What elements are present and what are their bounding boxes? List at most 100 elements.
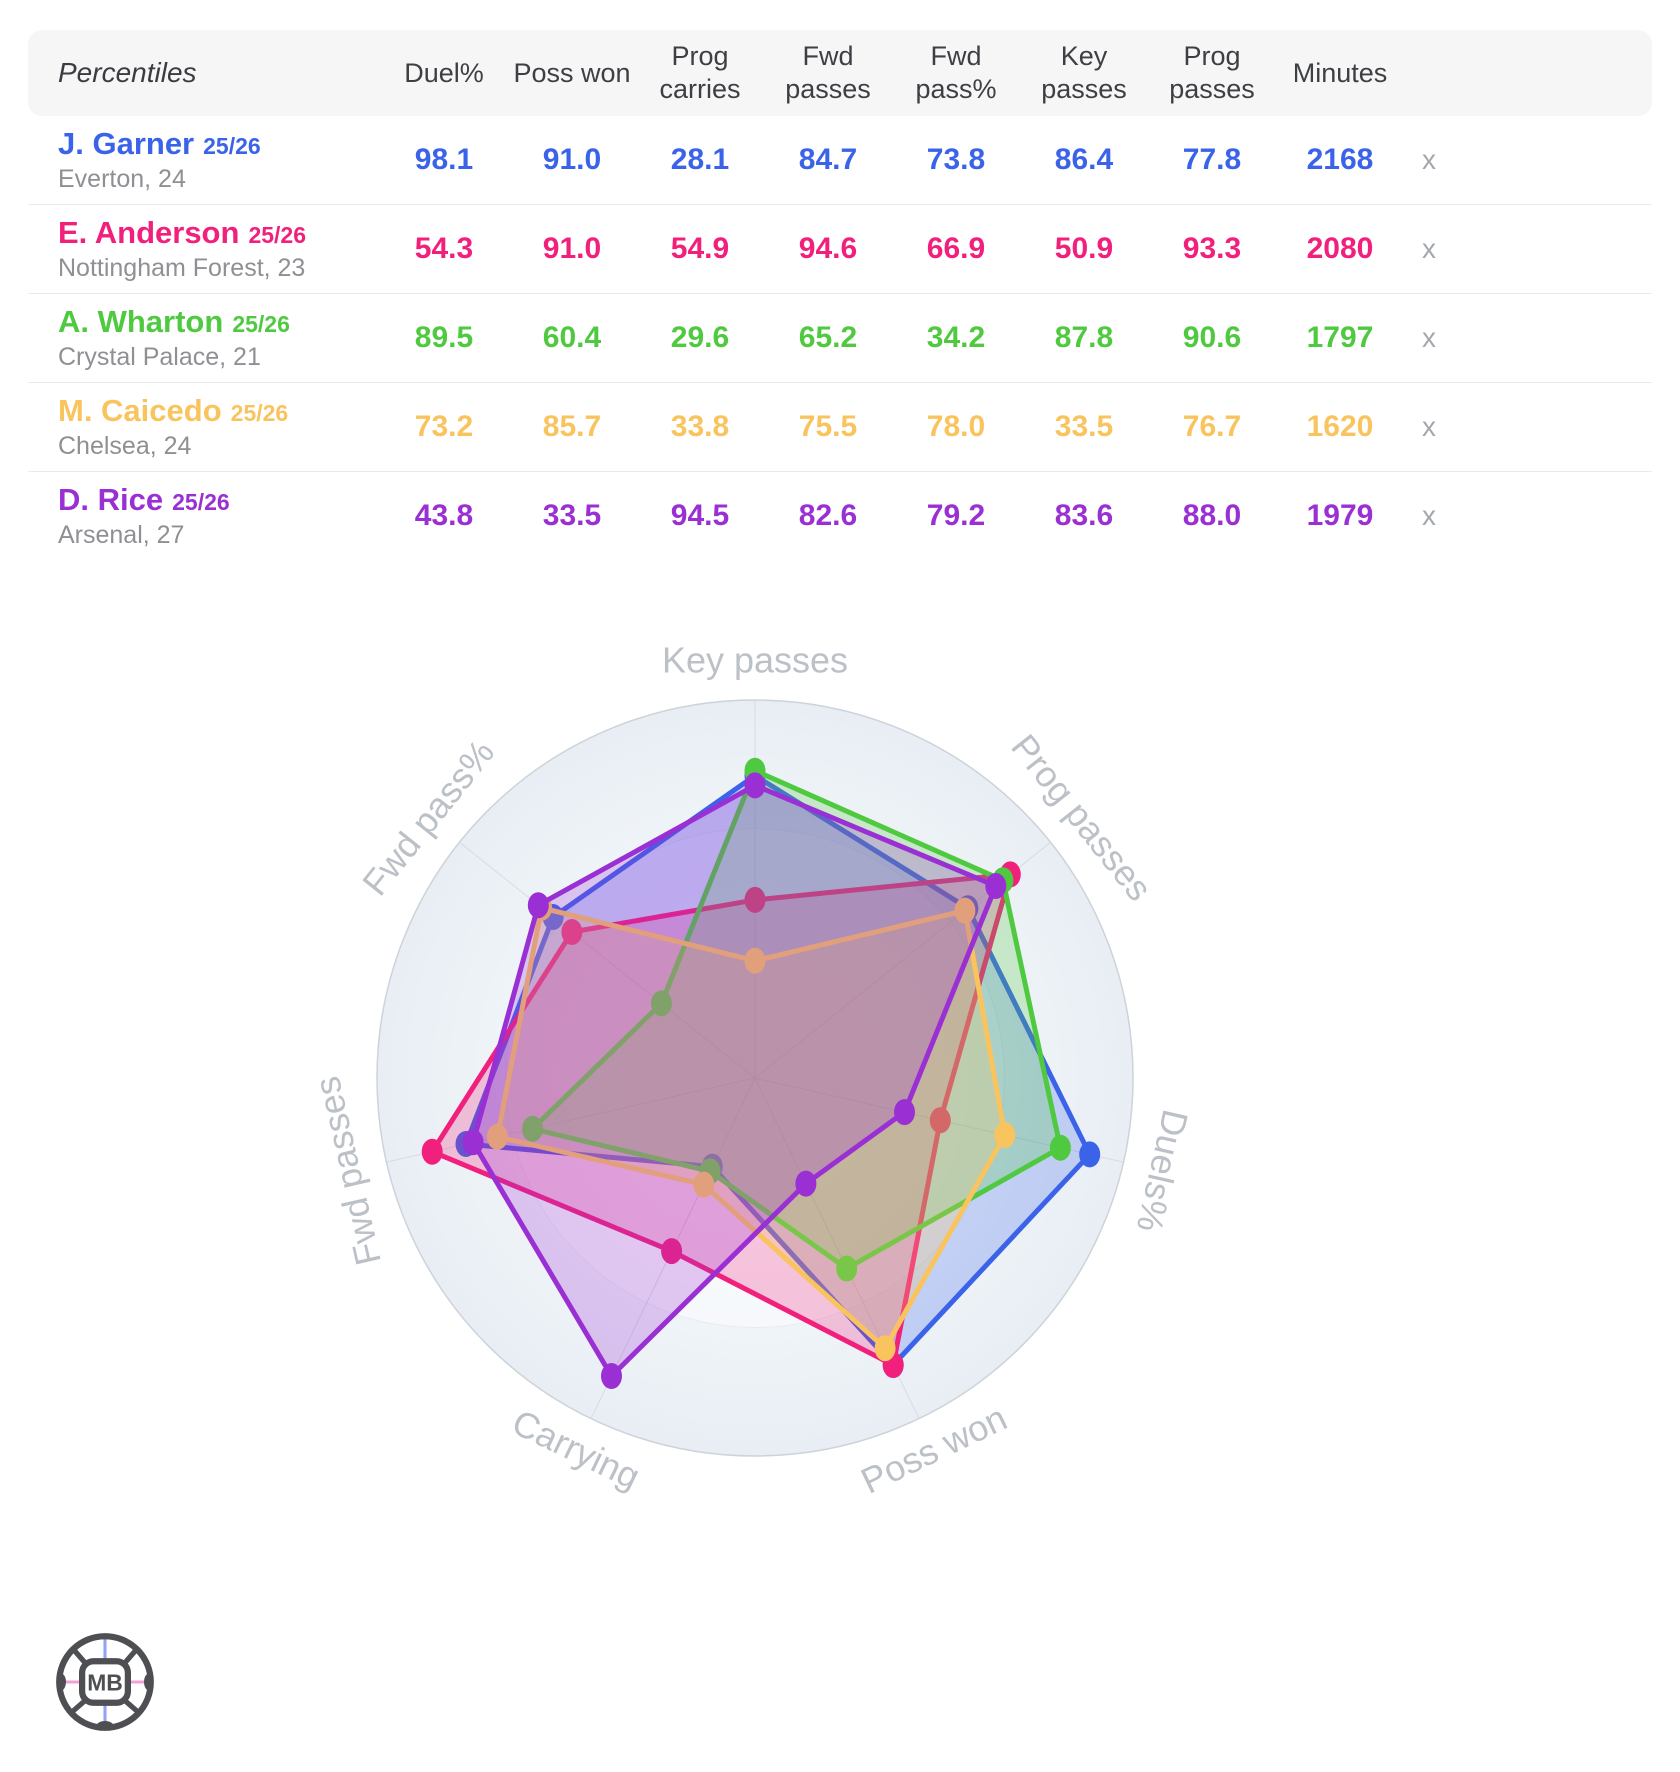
minutes-value: 1979 <box>1306 499 1374 532</box>
radar-point[interactable] <box>744 772 766 799</box>
player-season: 25/26 <box>232 311 290 338</box>
stat-value: 76.7 <box>1182 410 1242 443</box>
player-name[interactable]: A. Wharton <box>58 304 224 340</box>
player-cell: M. Caicedo 25/26 Chelsea, 24 <box>28 393 380 460</box>
stat-value: 73.8 <box>926 143 986 176</box>
stat-value: 33.8 <box>670 410 730 443</box>
player-team-age: Everton, 24 <box>58 164 186 193</box>
radar-spoke <box>386 1077 756 1163</box>
player-team-age: Nottingham Forest, 23 <box>58 253 306 282</box>
player-season: 25/26 <box>230 400 289 427</box>
player-season: 25/26 <box>172 489 230 516</box>
radar-chart: Key passes Prog passes Duels% Poss won Carry… <box>0 600 1680 1660</box>
radar-point[interactable] <box>1049 1134 1071 1161</box>
remove-player-button[interactable]: x <box>1422 411 1436 442</box>
stat-value: 91.0 <box>542 232 602 265</box>
stat-value: 54.3 <box>414 232 474 265</box>
radar-point[interactable] <box>744 947 766 974</box>
remove-player-button[interactable]: x <box>1422 322 1436 353</box>
player-team-age: Chelsea, 24 <box>58 431 192 460</box>
player-name[interactable]: E. Anderson <box>58 215 240 251</box>
radar-axis-label: Duels% <box>1129 1106 1197 1236</box>
stat-value: 85.7 <box>542 410 602 443</box>
column-header-poss-won[interactable]: Poss won <box>513 57 631 88</box>
table-row: E. Anderson 25/26 Nottingham Forest, 23 5… <box>28 204 1652 293</box>
radar-polygon <box>470 782 999 1379</box>
radar-point[interactable] <box>601 1363 622 1389</box>
radar-point[interactable] <box>462 1129 484 1156</box>
radar-point[interactable] <box>836 1255 858 1282</box>
stat-value: 93.3 <box>1182 232 1242 265</box>
player-name[interactable]: M. Caicedo <box>58 393 222 429</box>
column-header-duel-pct[interactable]: Duel% <box>404 57 484 88</box>
radar-spoke <box>459 841 756 1079</box>
stat-value: 94.5 <box>670 499 730 532</box>
column-header-fwd-pass-pct[interactable]: Fwd pass% <box>915 41 997 104</box>
radar-point[interactable] <box>650 990 672 1017</box>
stat-value: 29.6 <box>670 321 730 354</box>
logo-text: MB <box>87 1669 123 1695</box>
radar-point[interactable] <box>874 1335 896 1362</box>
percentiles-header-label: Percentiles <box>58 56 197 88</box>
radar-point[interactable] <box>994 1122 1016 1148</box>
radar-point[interactable] <box>744 886 766 913</box>
remove-player-button[interactable]: x <box>1422 500 1436 531</box>
stat-value: 60.4 <box>542 321 602 354</box>
logo-badge <box>79 1658 131 1706</box>
stat-value: 79.2 <box>926 499 986 532</box>
stat-value: 94.6 <box>798 232 858 265</box>
player-season: 25/26 <box>248 222 306 249</box>
stat-value: 73.2 <box>414 410 474 443</box>
mb-logo: MB <box>56 1633 154 1731</box>
player-cell: D. Rice 25/26 Arsenal, 27 <box>28 482 380 549</box>
column-header-prog-carries[interactable]: Prog carries <box>659 41 741 104</box>
player-team-age: Crystal Palace, 21 <box>58 342 261 371</box>
stat-value: 34.2 <box>926 321 986 354</box>
radar-axis-label: Key passes <box>662 640 848 681</box>
radar-polygon <box>429 871 1013 1368</box>
player-cell: E. Anderson 25/26 Nottingham Forest, 23 <box>28 215 380 282</box>
radar-point[interactable] <box>522 1115 543 1142</box>
remove-player-button[interactable]: x <box>1422 233 1436 264</box>
stat-value: 98.1 <box>414 143 474 176</box>
radar-point[interactable] <box>1079 1141 1101 1168</box>
radar-point[interactable] <box>929 1107 951 1134</box>
table-row: M. Caicedo 25/26 Chelsea, 24 73.2 85.7 33.8… <box>28 382 1652 471</box>
stat-value: 65.2 <box>798 321 858 354</box>
stat-value: 90.6 <box>1182 321 1242 354</box>
stat-value: 87.8 <box>1054 321 1114 354</box>
radar-point[interactable] <box>693 1171 715 1198</box>
player-team-age: Arsenal, 27 <box>58 520 185 549</box>
radar-point[interactable] <box>421 1138 443 1165</box>
player-season: 25/26 <box>203 133 261 160</box>
radar-point[interactable] <box>661 1238 683 1265</box>
player-name[interactable]: D. Rice <box>58 482 164 518</box>
remove-player-button[interactable]: x <box>1422 144 1436 175</box>
radar-point[interactable] <box>486 1123 508 1150</box>
radar-point[interactable] <box>795 1170 817 1197</box>
column-header-key-passes[interactable]: Key passes <box>1041 41 1127 104</box>
stat-value: 83.6 <box>1054 499 1114 532</box>
stat-value: 84.7 <box>798 143 858 176</box>
column-header-prog-passes[interactable]: Prog passes <box>1169 41 1255 104</box>
radar-polygon <box>530 768 1063 1271</box>
table-body: J. Garner 25/26 Everton, 24 98.1 91.0 28.1 8… <box>28 116 1652 560</box>
percentiles-table: Percentiles Duel% Poss won Prog carries … <box>28 30 1652 560</box>
player-cell: J. Garner 25/26 Everton, 24 <box>28 126 380 193</box>
stat-value: 86.4 <box>1054 143 1114 176</box>
radar-point[interactable] <box>894 1099 915 1126</box>
stat-value: 33.5 <box>542 499 602 532</box>
table-row: J. Garner 25/26 Everton, 24 98.1 91.0 28.1 8… <box>28 116 1652 204</box>
column-header-fwd-passes[interactable]: Fwd passes <box>785 41 871 104</box>
column-header-minutes[interactable]: Minutes <box>1292 57 1388 88</box>
minutes-value: 1797 <box>1306 321 1374 354</box>
stat-value: 28.1 <box>670 143 730 176</box>
player-name[interactable]: J. Garner <box>58 126 195 162</box>
radar-point[interactable] <box>985 873 1007 899</box>
stat-value: 43.8 <box>414 499 474 532</box>
radar-point[interactable] <box>527 892 549 919</box>
radar-point[interactable] <box>954 897 976 924</box>
radar-point[interactable] <box>561 919 583 945</box>
table-header-row: Percentiles Duel% Poss won Prog carries … <box>28 30 1652 116</box>
